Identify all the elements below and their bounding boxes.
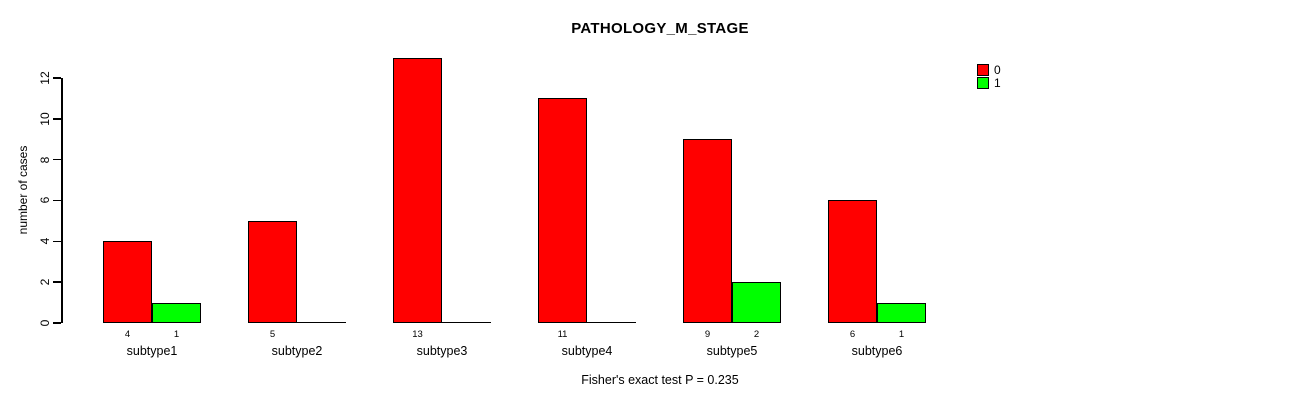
x-axis-category-label: subtype5 — [706, 344, 758, 358]
y-axis-tick — [53, 77, 61, 79]
bar-zero-subtype3-series1 — [442, 321, 491, 323]
bar-value-label: 4 — [124, 329, 131, 340]
bar-subtype5-series1 — [732, 282, 781, 323]
y-axis-tick-label: 2 — [38, 278, 52, 286]
chart-title: PATHOLOGY_M_STAGE — [571, 20, 749, 37]
bar-subtype6-series1 — [877, 302, 926, 323]
x-axis-category-label: subtype1 — [126, 344, 178, 358]
bar-subtype1-series1 — [152, 302, 201, 323]
x-axis-category-label: subtype6 — [851, 344, 903, 358]
y-axis-tick-label: 8 — [38, 156, 52, 163]
bar-value-label: 1 — [898, 329, 905, 340]
y-axis-tick — [53, 199, 61, 202]
legend-label-1: 1 — [994, 75, 1001, 90]
y-axis-tick-label: 6 — [38, 197, 52, 204]
bar-subtype5-series0 — [683, 139, 732, 323]
legend-label-0: 0 — [994, 62, 1001, 77]
y-axis-line — [61, 78, 63, 323]
legend-entry-0: 0 — [977, 63, 1001, 76]
y-axis-tick-label: 0 — [38, 319, 52, 327]
legend: 0 1 — [977, 63, 1001, 89]
bar-value-label: 11 — [557, 329, 568, 340]
y-axis-tick — [53, 281, 61, 283]
y-axis-tick — [53, 118, 61, 120]
y-axis-label: number of cases — [16, 145, 30, 235]
legend-entry-1: 1 — [977, 76, 1001, 89]
bar-value-label: 9 — [704, 329, 711, 340]
bar-value-label: 1 — [173, 329, 180, 340]
x-axis-category-label: subtype2 — [271, 344, 323, 358]
x-axis-category-label: subtype3 — [416, 344, 468, 358]
bar-subtype4-series0 — [538, 98, 587, 323]
stat-test-caption: Fisher's exact test P = 0.235 — [581, 373, 739, 387]
bar-zero-subtype2-series1 — [297, 321, 346, 323]
y-axis-tick-label: 12 — [38, 71, 52, 85]
y-axis-tick — [53, 158, 61, 161]
bar-value-label: 2 — [753, 329, 760, 340]
bar-subtype3-series0 — [393, 57, 442, 323]
x-axis-category-label: subtype4 — [561, 344, 613, 358]
bar-value-label: 5 — [269, 329, 276, 340]
legend-swatch-red — [977, 63, 989, 76]
bar-subtype6-series0 — [828, 200, 877, 323]
bar-subtype1-series0 — [103, 241, 152, 323]
y-axis-tick — [53, 240, 61, 243]
legend-swatch-green — [977, 76, 989, 89]
y-axis-tick-label: 4 — [38, 237, 52, 245]
bar-zero-subtype4-series1 — [587, 321, 636, 323]
y-axis-tick-label: 10 — [38, 112, 52, 126]
y-axis-tick — [53, 322, 61, 324]
bar-subtype2-series0 — [248, 220, 297, 323]
bar-value-label: 6 — [849, 329, 856, 340]
bar-value-label: 13 — [412, 329, 423, 340]
